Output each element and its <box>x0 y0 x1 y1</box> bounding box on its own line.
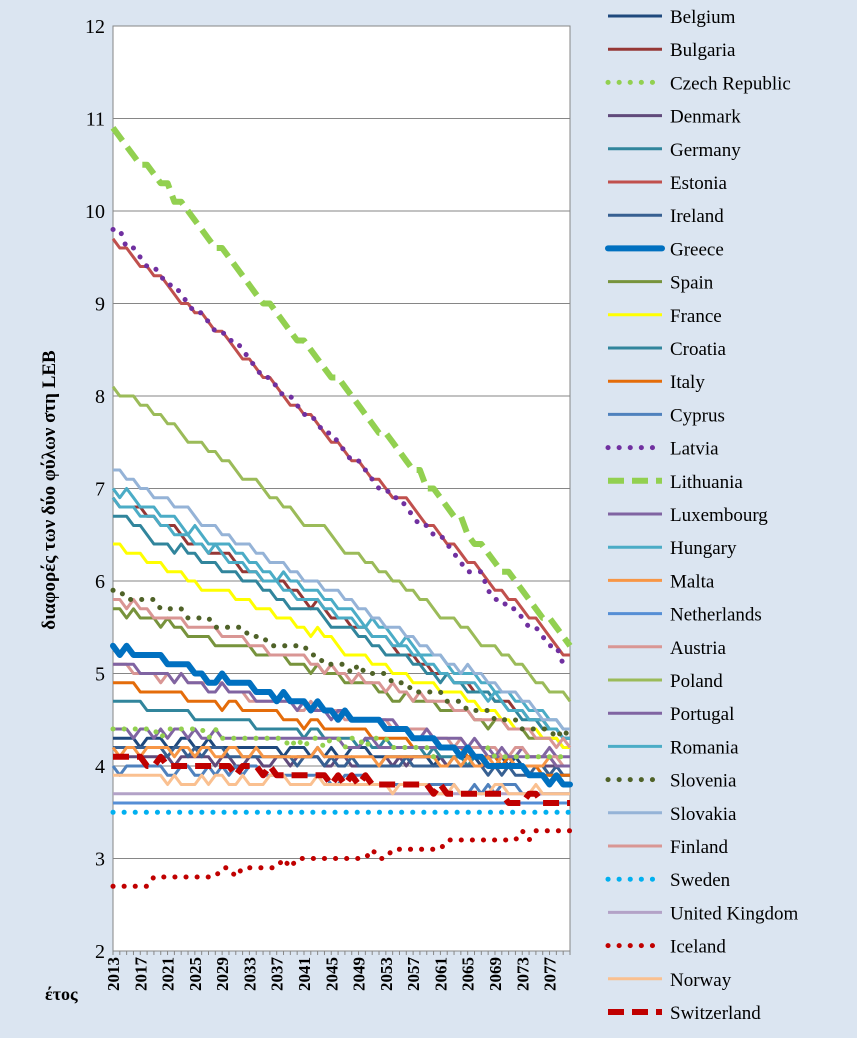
series-line-romania <box>111 487 570 731</box>
series-line-slovakia <box>113 468 570 731</box>
y-tick-label: 5 <box>95 664 105 686</box>
series-line-norway <box>113 773 570 796</box>
x-tick-label: 2053 <box>377 957 396 991</box>
series-line-slovenia <box>110 587 573 741</box>
legend-label: Germany <box>670 140 741 161</box>
legend-label: Lithuania <box>670 472 743 493</box>
y-tick-label: 4 <box>95 756 105 778</box>
legend-label: Bulgaria <box>670 40 736 61</box>
series-line-poland <box>111 385 572 703</box>
series-line-czech-republic <box>110 726 573 760</box>
y-tick-label: 10 <box>85 201 105 223</box>
series-line-iceland <box>110 828 573 889</box>
legend-label: Poland <box>670 671 723 692</box>
legend: Belgium Bulgaria Czech Republic Denmark Germ… <box>605 7 798 1024</box>
legend-label: Austria <box>670 638 727 659</box>
legend-label: Denmark <box>670 107 741 128</box>
y-tick-label: 12 <box>85 16 105 38</box>
x-tick-label: 2065 <box>459 957 478 991</box>
legend-label: Estonia <box>670 173 728 194</box>
x-tick-label: 2049 <box>350 957 369 991</box>
legend-label: Finland <box>670 837 729 858</box>
x-tick-label: 2033 <box>240 957 259 991</box>
y-tick-label: 9 <box>95 294 105 316</box>
x-tick-label: 2045 <box>322 957 341 991</box>
legend-label: Ireland <box>670 206 724 227</box>
y-tick-label: 6 <box>95 571 105 593</box>
legend-label: Portugal <box>670 704 734 725</box>
legend-label: Malta <box>670 571 715 592</box>
y-axis-label: διαφορές των δύο φύλων στη LEB <box>39 350 60 630</box>
x-tick-label: 2057 <box>404 957 423 992</box>
series-line-croatia <box>113 514 570 740</box>
series-line-spain <box>113 607 570 749</box>
x-tick-label: 2021 <box>159 957 178 991</box>
legend-label: Norway <box>670 970 732 991</box>
y-tick-label: 8 <box>95 386 105 408</box>
legend-label: Luxembourg <box>670 505 768 526</box>
legend-label: United Kingdom <box>670 903 798 924</box>
y-tick-label: 2 <box>95 941 105 963</box>
legend-label: Sweden <box>670 870 731 891</box>
legend-label: Romania <box>670 737 739 758</box>
legend-label: Switzerland <box>670 1003 761 1024</box>
legend-label: Italy <box>670 372 705 393</box>
series-line-lithuania <box>110 126 573 648</box>
series-line-hungary <box>111 496 570 740</box>
legend-label: Croatia <box>670 339 726 360</box>
legend-label: Cyprus <box>670 405 725 426</box>
y-tick-label: 7 <box>95 479 105 501</box>
x-axis-label: έτος <box>45 984 78 1004</box>
x-axis: 2013 2017 2021 2025 2029 2033 2037 2041 2045 2049… <box>104 951 571 992</box>
y-axis: 2 3 4 5 6 7 8 9 10 11 12 <box>85 16 105 963</box>
legend-label: Netherlands <box>670 605 762 626</box>
y-tick-label: 3 <box>95 849 105 871</box>
legend-label: Czech Republic <box>670 73 791 94</box>
x-tick-label: 2069 <box>486 957 505 991</box>
legend-label: Iceland <box>670 937 726 958</box>
x-tick-label: 2025 <box>186 957 205 991</box>
legend-label: Latvia <box>670 439 719 460</box>
x-tick-label: 2041 <box>295 957 314 991</box>
series-line-switzerland <box>113 753 570 806</box>
x-tick-label: 2061 <box>431 957 450 991</box>
series-line-france <box>113 542 570 749</box>
x-tick-label: 2077 <box>541 957 560 992</box>
x-tick-label: 2073 <box>513 957 532 991</box>
x-tick-label: 2017 <box>131 957 150 992</box>
legend-label: Slovenia <box>670 771 737 792</box>
x-tick-label: 2037 <box>268 957 287 992</box>
legend-label: France <box>670 306 722 327</box>
legend-label: Spain <box>670 273 714 294</box>
legend-label: Slovakia <box>670 804 737 825</box>
x-tick-label: 2013 <box>104 957 123 991</box>
legend-label: Belgium <box>670 7 736 28</box>
series-line-latvia <box>110 227 573 667</box>
series-lines <box>110 126 573 889</box>
x-tick-label: 2029 <box>213 957 232 991</box>
y-tick-label: 11 <box>86 109 105 131</box>
legend-label: Greece <box>670 239 724 260</box>
legend-label: Hungary <box>670 538 737 559</box>
series-line-greece <box>110 642 573 788</box>
